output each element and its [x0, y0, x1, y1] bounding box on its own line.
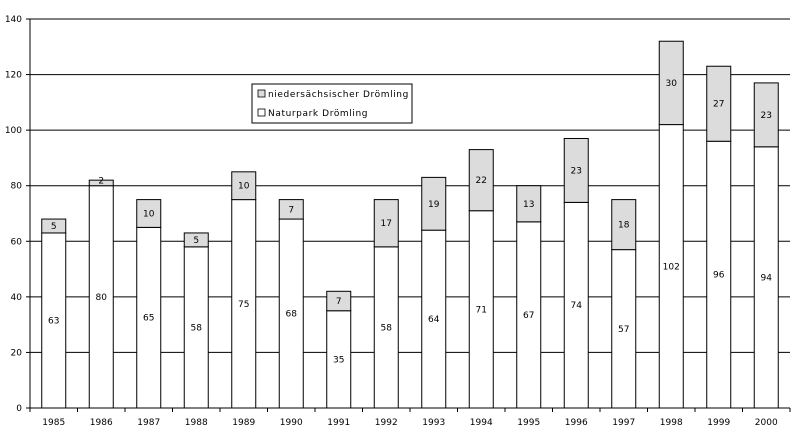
x-axis: 1985 1986 1987 1988 1989 1990 1991 1992 1993 1994… [29, 407, 791, 428]
bar-niedersachsen [421, 176, 447, 231]
bars: 6358026510585751068735758176419712267137… [41, 40, 779, 409]
legend: niedersächsischer Drömling Naturpark Drö… [251, 83, 413, 124]
bar-niedersachsen [136, 199, 162, 228]
y-axis: 0 20 40 60 80 100 120 140 [5, 15, 31, 414]
bar-naturpark [516, 221, 542, 409]
bar-niedersachsen [326, 290, 352, 312]
x-tick-label: 1999 [707, 418, 730, 428]
data-label-niedersachsen: 7 [288, 205, 294, 215]
x-tick-label: 1985 [42, 418, 65, 428]
y-tick-label: 100 [5, 126, 22, 136]
bar-niedersachsen [706, 65, 732, 142]
x-tick-label: 1995 [517, 418, 540, 428]
data-label-niedersachsen: 22 [476, 176, 487, 186]
data-label-naturpark: 102 [663, 262, 680, 272]
bar-niedersachsen [88, 179, 114, 187]
data-label-niedersachsen: 30 [666, 79, 678, 89]
bar-niedersachsen [183, 232, 209, 248]
bar-niedersachsen [563, 137, 589, 203]
x-tick-label: 1991 [327, 418, 350, 428]
data-label-naturpark: 57 [618, 325, 629, 335]
data-label-niedersachsen: 19 [428, 200, 440, 210]
y-tick-label: 120 [5, 71, 22, 81]
bar-naturpark [421, 229, 447, 409]
data-label-naturpark: 71 [476, 305, 487, 315]
y-tick-label: 20 [11, 348, 23, 358]
bar-naturpark [658, 124, 684, 409]
x-tick-label: 1997 [612, 418, 635, 428]
data-label-naturpark: 68 [286, 310, 298, 320]
x-tick-label: 1994 [470, 418, 493, 428]
x-tick-label: 1988 [185, 418, 208, 428]
data-label-naturpark: 35 [333, 355, 344, 365]
bar-niedersachsen [658, 40, 684, 126]
y-tick-label: 0 [16, 404, 22, 414]
x-tick-label: 2000 [755, 418, 778, 428]
data-label-niedersachsen: 2 [98, 177, 104, 187]
x-tick-label: 1990 [280, 418, 303, 428]
legend-swatch-niedersachsen [257, 89, 266, 98]
y-tick-label: 60 [11, 237, 23, 247]
data-label-niedersachsen: 5 [193, 236, 199, 246]
data-label-naturpark: 65 [143, 314, 154, 324]
data-label-naturpark: 94 [761, 273, 773, 283]
bar-naturpark [88, 185, 114, 409]
data-label-niedersachsen: 7 [336, 297, 342, 307]
x-tick-label: 1989 [232, 418, 255, 428]
bar-naturpark [373, 246, 399, 409]
bar-naturpark [278, 218, 304, 409]
bar-naturpark [326, 310, 352, 409]
data-label-naturpark: 64 [428, 315, 440, 325]
x-tick-label: 1996 [565, 418, 588, 428]
bar-naturpark [753, 146, 779, 409]
data-label-naturpark: 74 [571, 301, 583, 311]
bar-niedersachsen [753, 82, 779, 148]
bar-naturpark [468, 210, 494, 409]
bar-niedersachsen [373, 199, 399, 248]
data-label-naturpark: 63 [48, 316, 59, 326]
bar-naturpark [183, 246, 209, 409]
bar-niedersachsen [278, 199, 304, 220]
x-tick-label: 1986 [90, 418, 113, 428]
data-label-niedersachsen: 18 [618, 221, 630, 231]
data-label-naturpark: 96 [713, 271, 725, 281]
bar-niedersachsen [611, 199, 637, 251]
x-tick-label: 1993 [422, 418, 445, 428]
bar-niedersachsen [516, 185, 542, 223]
y-tick-label: 140 [5, 15, 22, 25]
legend-label-niedersachsen: niedersächsischer Drömling [268, 90, 409, 100]
bar-niedersachsen [231, 171, 257, 201]
bar-naturpark [611, 249, 637, 409]
data-label-naturpark: 75 [238, 300, 249, 310]
data-label-naturpark: 67 [523, 311, 534, 321]
legend-swatch-naturpark [257, 108, 266, 117]
data-label-niedersachsen: 5 [51, 222, 57, 232]
data-label-niedersachsen: 23 [571, 166, 582, 176]
legend-label-naturpark: Naturpark Drömling [268, 109, 368, 119]
legend-box [251, 83, 413, 124]
data-label-niedersachsen: 13 [523, 200, 534, 210]
data-label-naturpark: 58 [381, 323, 393, 333]
x-tick-label: 1992 [375, 418, 398, 428]
bar-niedersachsen [468, 149, 494, 212]
x-tick-label: 1998 [660, 418, 683, 428]
data-label-niedersachsen: 27 [713, 100, 724, 110]
data-label-niedersachsen: 10 [143, 210, 155, 220]
bar-niedersachsen [41, 218, 67, 234]
data-label-naturpark: 58 [191, 323, 203, 333]
y-tick-label: 40 [11, 293, 23, 303]
data-label-niedersachsen: 10 [238, 182, 250, 192]
x-tick-label: 1987 [137, 418, 160, 428]
data-label-niedersachsen: 23 [761, 111, 772, 121]
data-label-naturpark: 80 [96, 293, 108, 303]
data-label-niedersachsen: 17 [381, 219, 392, 229]
y-tick-label: 80 [11, 182, 23, 192]
